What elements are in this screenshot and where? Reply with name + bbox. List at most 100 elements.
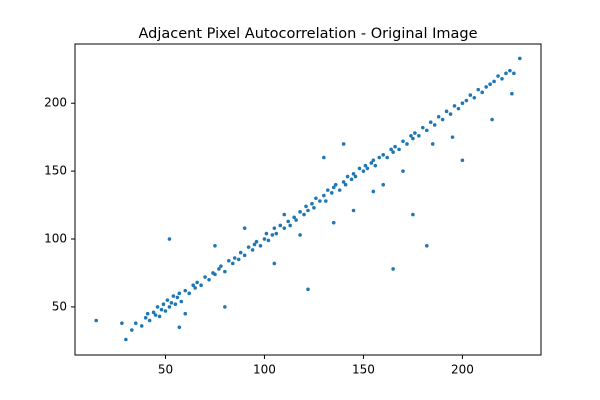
y-tick-label: 50 (52, 299, 67, 313)
point (440, 117, 445, 122)
point (329, 191, 334, 195)
point (373, 163, 378, 168)
x-tick-label: 150 (352, 363, 375, 377)
point (167, 237, 172, 241)
point (460, 158, 465, 163)
point (381, 182, 386, 187)
point (217, 267, 221, 271)
point (411, 136, 415, 141)
point (324, 199, 328, 203)
point (450, 135, 455, 139)
point (298, 210, 302, 214)
point (504, 71, 508, 76)
point (143, 315, 148, 320)
point (219, 264, 223, 268)
point (393, 144, 397, 149)
point (278, 223, 283, 228)
point (145, 311, 150, 316)
point (361, 169, 366, 173)
point (195, 280, 199, 285)
point (187, 291, 192, 296)
point (183, 311, 188, 316)
point (306, 287, 310, 292)
point (318, 199, 322, 203)
point (351, 208, 356, 213)
point (230, 261, 235, 266)
point (430, 142, 435, 146)
point (405, 142, 409, 146)
point (312, 205, 316, 210)
point (227, 258, 231, 263)
chart-title: Adjacent Pixel Autocorrelation - Origina… (139, 26, 478, 42)
point (331, 220, 336, 225)
point (147, 318, 152, 323)
point (322, 155, 326, 160)
point (264, 231, 269, 236)
point (472, 95, 477, 100)
point (159, 307, 164, 312)
point (448, 112, 453, 116)
point (171, 294, 176, 298)
point (432, 123, 437, 127)
point (272, 261, 277, 266)
point (238, 250, 243, 255)
point (294, 218, 298, 222)
point (199, 283, 203, 287)
point (480, 90, 485, 95)
point (510, 91, 514, 96)
point (167, 305, 172, 309)
point (424, 244, 429, 248)
point (151, 310, 156, 315)
point (183, 288, 188, 293)
point (130, 328, 134, 332)
point (288, 223, 292, 228)
point (232, 256, 237, 260)
point (377, 155, 382, 160)
point (270, 233, 275, 237)
point (310, 201, 314, 206)
point (488, 82, 492, 86)
point (500, 76, 504, 81)
point (397, 147, 401, 152)
point (173, 302, 178, 307)
point (163, 309, 168, 313)
point (223, 269, 227, 274)
point (417, 134, 421, 138)
point (468, 93, 473, 97)
point (409, 134, 413, 138)
point (223, 305, 227, 309)
point (391, 267, 395, 271)
point (460, 101, 465, 106)
point (250, 248, 255, 252)
point (492, 79, 496, 84)
point (286, 219, 291, 224)
point (401, 139, 405, 144)
point (371, 189, 376, 194)
point (389, 147, 393, 152)
point (401, 169, 405, 173)
point (282, 212, 287, 217)
point (351, 172, 356, 176)
point (165, 298, 170, 302)
y-tick-label: 200 (44, 96, 67, 110)
point (120, 321, 124, 326)
point (252, 242, 257, 247)
point (322, 193, 326, 198)
point (306, 208, 310, 213)
point (512, 71, 516, 76)
point (258, 244, 263, 248)
point (304, 204, 308, 209)
x-tick-label: 50 (158, 363, 173, 377)
point (413, 131, 417, 135)
point (292, 215, 296, 220)
point (177, 291, 182, 296)
point (353, 174, 358, 179)
point (139, 324, 144, 328)
point (349, 177, 354, 182)
point (266, 238, 271, 243)
point (341, 142, 346, 146)
point (452, 104, 457, 108)
point (331, 185, 336, 190)
point (369, 161, 374, 165)
